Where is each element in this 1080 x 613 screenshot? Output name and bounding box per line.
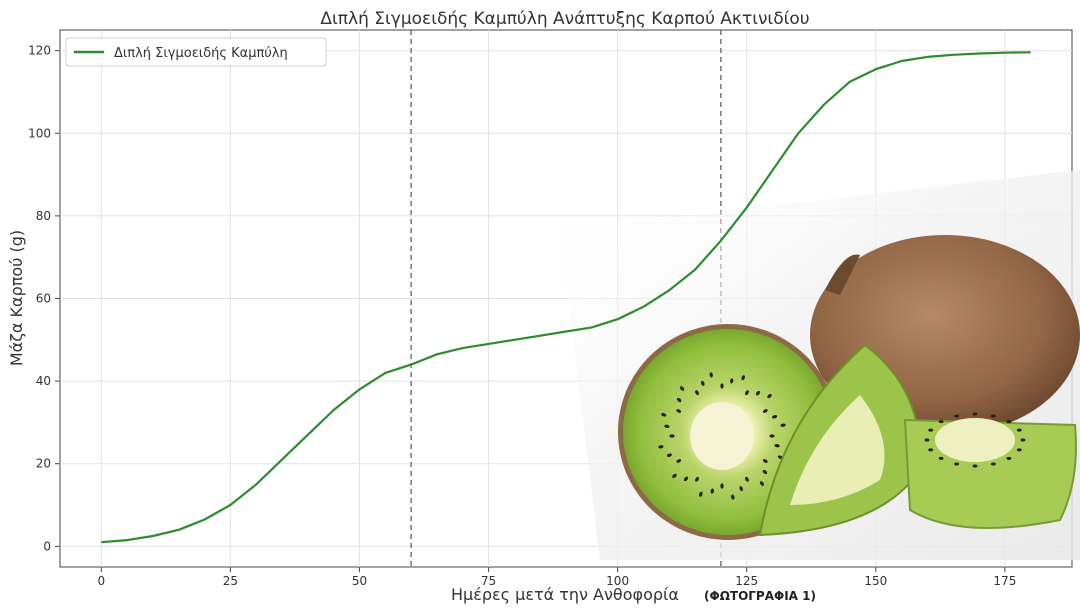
kiwi-seed bbox=[767, 394, 772, 399]
kiwi-seed bbox=[762, 469, 768, 475]
x-tick-label: 175 bbox=[993, 574, 1016, 588]
kiwi-seed bbox=[720, 483, 724, 489]
kiwi-seed bbox=[780, 423, 786, 427]
kiwi-seed bbox=[972, 412, 978, 416]
x-tick-label: 125 bbox=[735, 574, 758, 588]
kiwi-seed bbox=[759, 481, 764, 486]
x-tick-label: 75 bbox=[481, 574, 496, 588]
kiwi-seed bbox=[676, 409, 682, 413]
y-tick-label: 0 bbox=[43, 539, 51, 553]
kiwi-seed bbox=[1006, 420, 1012, 424]
photo-caption: (ΦΩΤΟΓΡΑΦΙΑ 1) bbox=[704, 589, 816, 603]
kiwi-seed bbox=[954, 462, 959, 466]
kiwi-seed bbox=[699, 491, 703, 497]
kiwi-seed bbox=[972, 464, 978, 468]
kiwi-seed bbox=[991, 462, 996, 466]
legend-label: Διπλή Σιγμοειδής Καμπύλη bbox=[114, 46, 288, 61]
kiwi-seed bbox=[1006, 456, 1012, 460]
kiwi-seed bbox=[1016, 448, 1022, 452]
y-tick-label: 20 bbox=[36, 457, 51, 471]
kiwi-seed bbox=[683, 476, 689, 482]
kiwi-seed bbox=[954, 414, 959, 418]
kiwi-seed bbox=[774, 444, 780, 448]
kiwi-seed bbox=[1020, 438, 1026, 442]
kiwi-seed bbox=[672, 473, 677, 478]
kiwi-seed bbox=[924, 438, 930, 442]
kiwi-seed bbox=[745, 390, 749, 396]
x-tick-label: 50 bbox=[352, 574, 367, 588]
series-line bbox=[101, 51, 1031, 544]
kiwi-seed bbox=[769, 434, 775, 438]
kiwi-seed bbox=[658, 445, 664, 449]
kiwi-seed bbox=[720, 383, 724, 389]
kiwi-seed bbox=[709, 372, 713, 378]
x-tick-label: 100 bbox=[606, 574, 629, 588]
kiwi-seed bbox=[938, 456, 944, 460]
kiwi-seed bbox=[762, 459, 768, 463]
kiwi-seed bbox=[695, 390, 699, 396]
kiwi-seed bbox=[664, 424, 670, 428]
y-tick-label: 120 bbox=[28, 44, 51, 58]
legend-box bbox=[65, 37, 327, 67]
kiwi-seed bbox=[676, 459, 682, 463]
kiwi-seed bbox=[762, 409, 768, 413]
y-axis-label: Μάζα Καρπού (g) bbox=[7, 230, 26, 366]
x-axis-ticks: 0 25 50 75 100 125 150 175 bbox=[97, 567, 1016, 588]
x-axis-label: Ημέρες μετά την Ανθοφορία bbox=[451, 585, 679, 604]
kiwi-seed bbox=[739, 486, 743, 492]
x-tick-label: 25 bbox=[223, 574, 238, 588]
y-tick-label: 80 bbox=[36, 209, 51, 223]
x-tick-label: 150 bbox=[864, 574, 887, 588]
y-tick-label: 60 bbox=[36, 292, 51, 306]
kiwi-seed bbox=[938, 420, 944, 424]
kiwi-seed bbox=[755, 390, 761, 396]
kiwi-seed bbox=[666, 453, 672, 457]
kiwi-seed bbox=[731, 494, 735, 500]
legend: Διπλή Σιγμοειδής Καμπύλη bbox=[65, 37, 327, 67]
kiwi-seed bbox=[745, 476, 749, 482]
kiwi-seed bbox=[676, 397, 682, 403]
kiwi-seed bbox=[928, 448, 934, 452]
series-group bbox=[101, 51, 1031, 544]
kiwi-seed bbox=[701, 380, 705, 386]
kiwi-seed bbox=[680, 386, 685, 391]
kiwi-seed bbox=[1016, 428, 1022, 432]
kiwi-seed bbox=[695, 476, 699, 482]
kiwi-fruit-photo bbox=[560, 170, 1080, 560]
kiwi-seed bbox=[991, 414, 996, 418]
kiwi-seed bbox=[661, 413, 667, 417]
y-axis-ticks: 0 20 40 60 80 100 120 bbox=[28, 44, 60, 553]
kiwi-seed bbox=[730, 378, 734, 384]
y-tick-label: 100 bbox=[28, 126, 51, 140]
kiwi-seed bbox=[928, 428, 934, 432]
y-tick-label: 40 bbox=[36, 374, 51, 388]
chart-title: Διπλή Σιγμοειδής Καμπύλη Ανάπτυξης Καρπο… bbox=[320, 9, 809, 29]
kiwi-seed bbox=[669, 434, 675, 438]
kiwi-seed bbox=[772, 415, 778, 419]
kiwi-seed bbox=[710, 488, 714, 494]
kiwi-seed bbox=[741, 375, 745, 381]
x-tick-label: 0 bbox=[97, 574, 105, 588]
